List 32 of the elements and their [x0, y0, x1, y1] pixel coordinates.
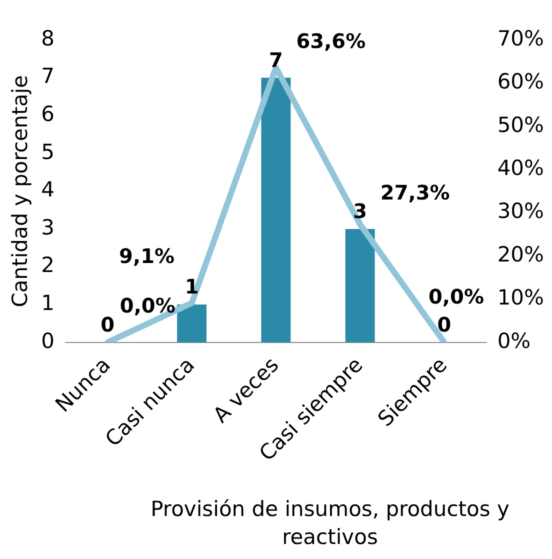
data-label: 0	[100, 312, 115, 337]
bar	[177, 304, 207, 342]
y2-tick-label: 10%	[497, 286, 544, 310]
y2-tick-label: 0%	[497, 328, 531, 353]
y-tick-label: 3	[41, 215, 55, 240]
bar	[261, 78, 291, 342]
data-label: 0,0%	[120, 294, 176, 318]
y-tick-label: 0	[41, 328, 55, 353]
data-label: 0	[437, 312, 452, 337]
data-label: 27,3%	[380, 180, 450, 205]
data-label: 63,6%	[296, 28, 366, 53]
y2-tick-label: 20%	[497, 242, 544, 266]
data-label: 1	[184, 274, 199, 299]
y-axis-title: Cantidad y porcentaje	[8, 75, 32, 308]
data-label: 7	[268, 48, 283, 72]
y2-tick-label: 50%	[497, 112, 544, 137]
y-tick-label: 2	[41, 253, 55, 278]
y-tick-label: 6	[41, 102, 55, 126]
y-tick-label: 5	[41, 140, 55, 164]
y2-tick-label: 70%	[497, 26, 544, 50]
y2-tick-label: 40%	[497, 156, 544, 180]
data-label: 9,1%	[119, 244, 175, 268]
bar	[345, 228, 375, 342]
y2-tick-label: 60%	[497, 70, 544, 94]
x-axis-title: Provisión de insumos, productos y reactivos	[150, 496, 510, 551]
y-tick-label: 8	[41, 26, 55, 50]
y-tick-label: 4	[41, 178, 55, 202]
y-tick-label: 1	[41, 290, 55, 315]
data-label: 0,0%	[428, 284, 484, 309]
y-tick-label: 7	[41, 64, 55, 88]
data-label: 3	[353, 199, 368, 224]
y2-tick-label: 30%	[497, 199, 544, 224]
